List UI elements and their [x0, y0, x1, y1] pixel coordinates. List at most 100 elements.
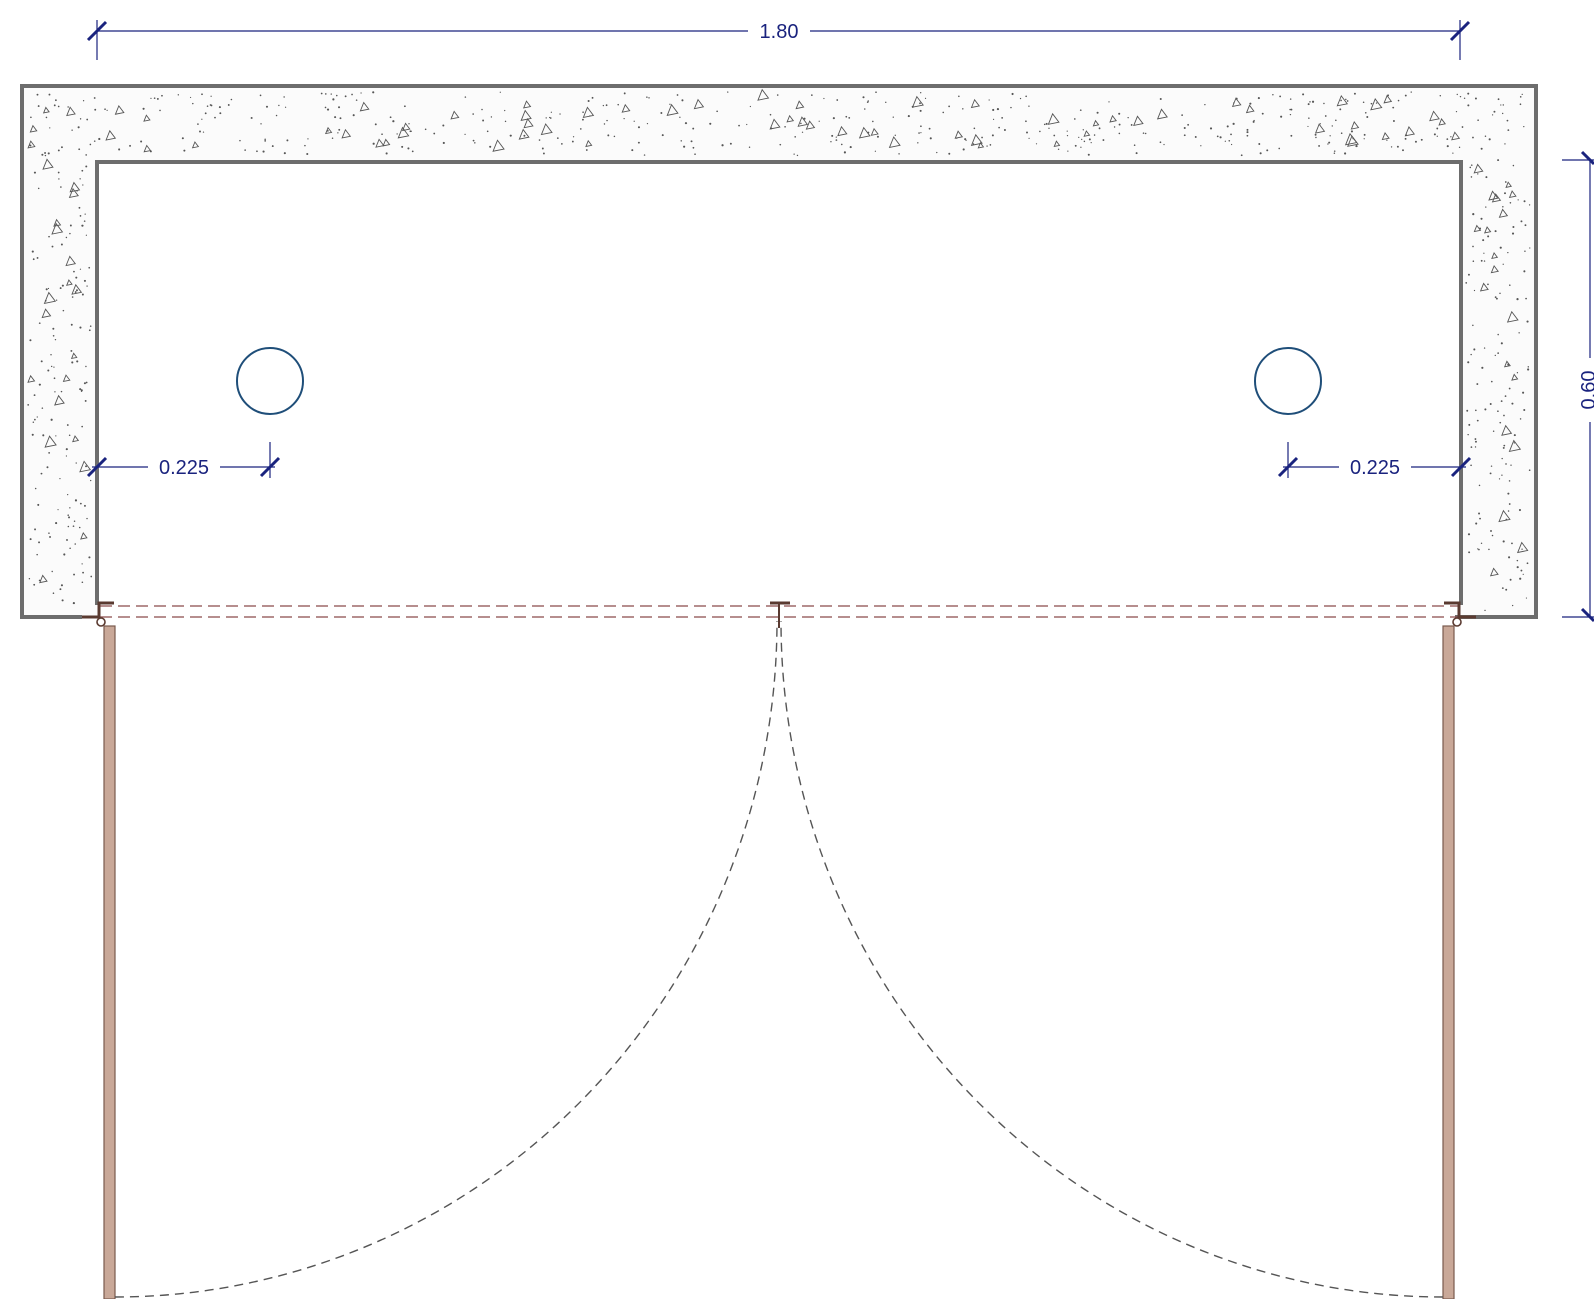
hatch-triangle: [1429, 110, 1440, 122]
hatch-triangle: [191, 141, 200, 149]
hatch-dot: [1181, 114, 1183, 116]
hatch-dot: [260, 123, 262, 125]
right-hinge-pin: [1452, 617, 1462, 627]
hatch-dot: [1494, 230, 1497, 233]
hatch-dot: [1507, 492, 1510, 495]
hatch-dot: [1483, 260, 1486, 262]
hatch-dot: [1477, 173, 1479, 175]
hatch-dot: [50, 418, 53, 421]
hatch-dot: [474, 142, 476, 144]
hatch-dot: [1003, 129, 1006, 132]
hatch-dot: [1498, 478, 1501, 480]
hatch-dot: [1010, 106, 1012, 109]
hatch-dot: [82, 571, 84, 574]
hatch-triangle: [540, 123, 553, 136]
hatch-dot: [1375, 102, 1378, 104]
hatch-dot: [55, 99, 57, 102]
hatch-dot: [489, 145, 492, 148]
hatch-dot: [227, 104, 230, 106]
hatch-dot: [40, 472, 43, 475]
hatch-dot: [1392, 106, 1395, 109]
hatch-dot: [1511, 542, 1513, 545]
hatch-dot: [60, 584, 63, 587]
dimension-left-offset: 0.225: [86, 442, 281, 479]
hatch-triangle: [797, 116, 809, 127]
hatch-dot: [47, 369, 50, 372]
hatch-triangle: [359, 101, 370, 112]
hatch-dot: [1525, 597, 1528, 599]
hatch-dot: [1289, 108, 1291, 111]
hatch-dot: [1497, 333, 1499, 336]
hatch-dot: [27, 404, 30, 406]
hatch-dot: [93, 97, 96, 99]
hatch-dot: [504, 120, 507, 123]
hatch-dot: [1159, 141, 1162, 144]
hatch-dot: [1497, 352, 1499, 354]
hatch-dot: [1290, 108, 1293, 111]
hatch-dot: [973, 127, 976, 130]
hatch-dot: [1503, 444, 1506, 447]
hatch-dot: [106, 109, 108, 111]
hatch-dot: [1074, 144, 1077, 147]
hatch-dot: [1507, 129, 1510, 132]
hatch-dot: [334, 116, 337, 119]
hatch-dot: [52, 334, 55, 337]
hatch-dot: [68, 434, 71, 437]
hatch-dot: [1093, 134, 1096, 136]
hatch-dot: [958, 95, 960, 98]
hatch-dot: [98, 137, 101, 141]
hatch-dot: [1011, 92, 1014, 96]
hatch-dot: [1474, 440, 1477, 443]
hatch-dot: [74, 291, 77, 293]
hatch-triangle: [143, 144, 152, 153]
hatch-dot: [1470, 464, 1472, 467]
hatch-dot: [591, 96, 594, 99]
hatch-dot: [648, 97, 650, 99]
hatch-dot: [1520, 220, 1523, 223]
hatch-dot: [1261, 112, 1264, 115]
hatch-triangle: [42, 106, 50, 114]
hatch-dot: [1467, 533, 1471, 536]
hatch-triangle: [1231, 97, 1242, 107]
hatch-dot: [1500, 342, 1503, 345]
hatch-dot: [1142, 132, 1145, 134]
hatch-dot: [894, 134, 896, 136]
hatch-dot: [1490, 530, 1492, 532]
hatch-dot: [73, 573, 76, 576]
hatch-dot: [54, 339, 57, 341]
left-sink: [236, 347, 304, 415]
hatch-dot: [396, 133, 398, 135]
hatch-dot: [332, 98, 335, 101]
hatch-dot: [613, 135, 616, 138]
hatch-dot: [1501, 587, 1504, 590]
dimension-label-width: 1.80: [760, 21, 799, 43]
hatch-dot: [1509, 284, 1511, 286]
hatch-triangle: [450, 110, 460, 120]
hatch-dot: [1327, 143, 1329, 145]
hatch-dot: [51, 570, 53, 573]
hatch-dot: [1187, 123, 1190, 126]
hatch-dot: [45, 288, 48, 291]
hatch-dot: [1127, 116, 1129, 119]
hatch-dot: [646, 123, 649, 125]
hatch-dot: [65, 455, 68, 457]
left-cabinet-door: [82, 601, 778, 1299]
hatch-dot: [1387, 94, 1390, 97]
hatch-triangle: [522, 100, 532, 109]
hatch-dot: [67, 493, 69, 496]
hatch-dot: [1302, 93, 1305, 96]
hatch-dot: [78, 148, 81, 151]
hatch-dot: [1102, 139, 1105, 141]
hatch-dot: [1253, 119, 1255, 122]
hatch-dot: [442, 141, 445, 145]
hatch-triangle: [888, 136, 901, 149]
hatch-dot: [278, 104, 280, 107]
hatch-dot: [73, 520, 76, 522]
hatch-dot: [523, 134, 526, 137]
hatch-dot: [67, 514, 69, 516]
hatch-dot: [94, 108, 97, 111]
hatch-dot: [875, 91, 877, 94]
hatch-dot: [1478, 512, 1481, 515]
hatch-dot: [57, 509, 59, 511]
hatch-dot: [1505, 518, 1508, 521]
